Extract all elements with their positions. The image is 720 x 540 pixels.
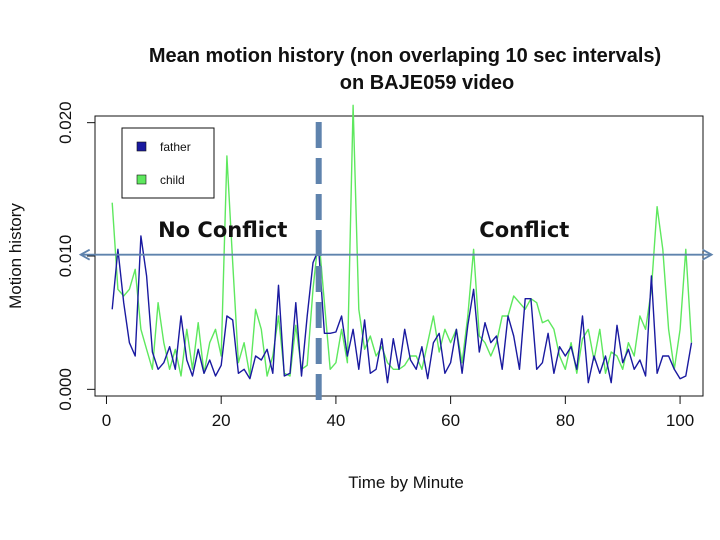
y-tick-label: 0.020: [56, 101, 75, 144]
y-tick-label: 0.000: [56, 368, 75, 411]
annotation-layer: No Conflict Conflict: [78, 122, 714, 408]
x-tick-label: 80: [556, 411, 575, 430]
legend-label-child: child: [160, 173, 185, 187]
x-axis-label: Time by Minute: [348, 473, 464, 492]
x-tick-label: 60: [441, 411, 460, 430]
y-axis: 0.000 0.010 0.020: [56, 101, 95, 411]
x-tick-label: 100: [666, 411, 694, 430]
annotation-conflict: Conflict: [479, 218, 569, 242]
x-tick-label: 0: [102, 411, 111, 430]
arrow-head: [78, 248, 91, 261]
legend: father child: [121, 127, 215, 199]
x-tick-label: 40: [326, 411, 345, 430]
legend-swatch-child: [136, 174, 147, 185]
annotation-no-conflict: No Conflict: [158, 218, 287, 242]
x-axis: 0 20 40 60 80 100: [102, 395, 694, 430]
legend-swatch-father: [136, 141, 147, 152]
legend-label-father: father: [160, 140, 191, 154]
x-tick-label: 20: [212, 411, 231, 430]
arrow-head: [702, 248, 714, 261]
chart-title-line2: on BAJE059 video: [340, 72, 515, 94]
series-line-father: [111, 235, 693, 384]
chart-title-line1: Mean motion history (non overlaping 10 s…: [149, 45, 661, 67]
y-tick-label: 0.010: [56, 235, 75, 278]
y-axis-label: Motion history: [6, 203, 25, 309]
legend-box: [121, 127, 215, 199]
series-line-child: [111, 104, 693, 377]
series-layer: [111, 104, 693, 384]
